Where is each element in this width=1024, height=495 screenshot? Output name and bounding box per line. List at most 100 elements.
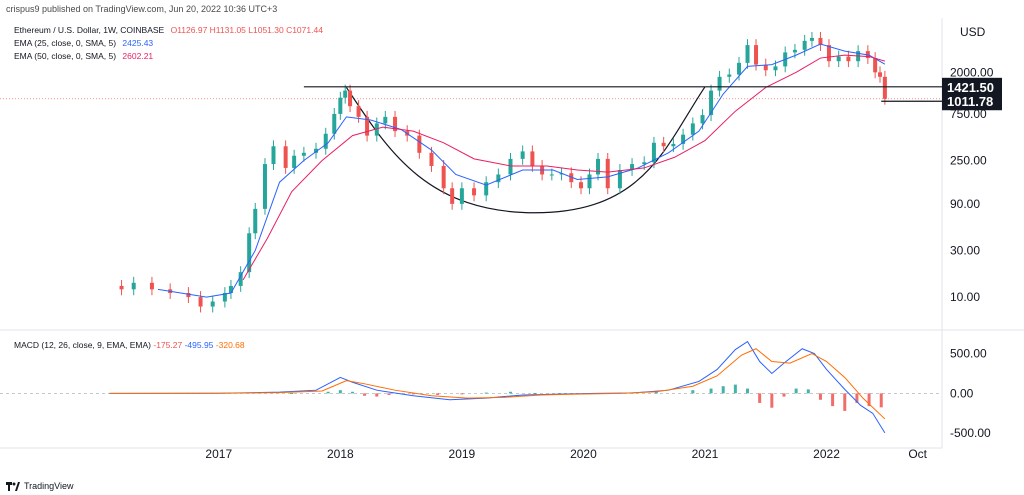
footer-brand: TradingView xyxy=(6,481,74,491)
candle-body xyxy=(569,173,574,183)
candle-body xyxy=(210,301,215,307)
ema25-line xyxy=(157,43,886,298)
price-tick-label: 750.00 xyxy=(950,107,987,121)
candle-body xyxy=(596,158,601,175)
macd-hist-bar xyxy=(375,393,379,397)
ema25-value: 2425.43 xyxy=(122,38,154,48)
price-mark-box xyxy=(942,92,1002,111)
candle-body xyxy=(450,188,455,204)
candle-body xyxy=(717,76,722,91)
candle-body xyxy=(826,45,831,62)
macd-hist-bar xyxy=(806,389,810,394)
candle-body xyxy=(681,134,686,144)
ema25-label: EMA (25, close, 0, SMA, 5) xyxy=(14,38,117,48)
time-tick-label: Oct xyxy=(908,447,927,461)
price-mark-label: 1011.78 xyxy=(947,94,993,109)
candle-body xyxy=(417,135,422,153)
macd-hist-bar xyxy=(338,390,342,394)
macd-hist-bar xyxy=(733,384,737,394)
macd-hist-bar xyxy=(709,388,713,394)
macd-legend: MACD (12, 26, close, 9, EMA, EMA) -175.2… xyxy=(14,340,245,350)
candle-body xyxy=(700,115,705,124)
macd-line-value: -495.95 xyxy=(184,340,214,350)
candle-body xyxy=(292,155,297,168)
time-tick-label: 2021 xyxy=(692,447,719,461)
macd-hist-bar xyxy=(855,393,859,403)
macd-signal-value: -320.68 xyxy=(215,340,245,350)
macd-signal-line xyxy=(109,348,886,420)
candle-body xyxy=(809,37,814,41)
macd-hist-bar xyxy=(436,393,440,395)
macd-hist-bar xyxy=(363,393,367,396)
candle-body xyxy=(496,174,501,183)
macd-tick-label: 0.00 xyxy=(950,386,974,400)
cup-curve xyxy=(345,86,706,214)
candle-body xyxy=(605,158,610,189)
candle-body xyxy=(374,123,379,136)
ohlc-values: O1126.97 H1131.05 L1051.30 C1071.44 xyxy=(170,25,323,35)
candle-body xyxy=(630,164,635,170)
candle-body xyxy=(549,174,554,176)
macd-hist-bar xyxy=(387,393,391,395)
macd-hist-bar xyxy=(290,392,294,394)
candle-body xyxy=(878,72,883,77)
macd-hist-bar xyxy=(721,386,725,394)
candle-body xyxy=(441,165,446,189)
candle-body xyxy=(332,113,337,134)
macd-hist-bar xyxy=(879,393,883,408)
macd-hist-bar xyxy=(794,388,798,394)
macd-hist-bar xyxy=(770,393,774,408)
candle-body xyxy=(737,62,742,75)
candle-body xyxy=(802,40,807,50)
macd-hist-bar xyxy=(758,393,762,403)
time-tick-label: 2020 xyxy=(570,447,597,461)
candle-body xyxy=(271,146,276,165)
currency-label: USD xyxy=(960,25,986,39)
candle-body xyxy=(671,143,676,147)
candle-body xyxy=(836,56,841,62)
candle-body xyxy=(356,106,361,117)
candle-body xyxy=(119,285,124,290)
candle-body xyxy=(247,233,252,273)
ema50-line xyxy=(242,54,886,281)
candle-body xyxy=(314,148,319,153)
candle-body xyxy=(579,182,584,189)
macd-line xyxy=(109,340,886,434)
candle-body xyxy=(472,188,477,196)
candle-body xyxy=(131,282,136,290)
footer-brand-text: TradingView xyxy=(24,481,74,491)
macd-hist-bar xyxy=(782,393,786,397)
time-tick-label: 2018 xyxy=(327,447,354,461)
candle-body xyxy=(690,123,695,135)
price-tick-label: 30.00 xyxy=(950,243,980,257)
candle-body xyxy=(727,74,732,77)
macd-hist-bar xyxy=(533,392,537,394)
candle-body xyxy=(661,142,666,147)
macd-hist-bar xyxy=(509,391,513,394)
candle-body xyxy=(323,133,328,149)
macd-hist-bar xyxy=(326,391,330,394)
macd-label: MACD (12, 26, close, 9, EMA, EMA) xyxy=(14,340,151,350)
symbol-legend: Ethereum / U.S. Dollar, 1W, COINBASE O11… xyxy=(14,25,327,35)
macd-hist-bar xyxy=(831,393,835,407)
candle-body xyxy=(559,173,564,175)
candle-body xyxy=(301,152,306,156)
price-tick-label: 90.00 xyxy=(950,197,980,211)
macd-hist-bar xyxy=(460,393,464,395)
ema25-legend: EMA (25, close, 0, SMA, 5) 2425.43 xyxy=(14,38,157,48)
candle-body xyxy=(149,282,154,290)
macd-hist-bar xyxy=(654,391,658,394)
price-mark-box xyxy=(942,77,1002,96)
candle-body xyxy=(393,116,398,132)
macd-tick-label: 500.00 xyxy=(950,347,987,361)
candle-body xyxy=(222,293,227,302)
symbol-name: Ethereum / U.S. Dollar, 1W, COINBASE xyxy=(14,25,165,35)
candle-body xyxy=(818,37,823,46)
price-tick-label: 10.00 xyxy=(950,290,980,304)
candle-body xyxy=(709,90,714,116)
candle-body xyxy=(198,297,203,307)
candle-body xyxy=(343,90,348,98)
candle-body xyxy=(459,188,464,204)
macd-hist-bar xyxy=(411,393,415,395)
